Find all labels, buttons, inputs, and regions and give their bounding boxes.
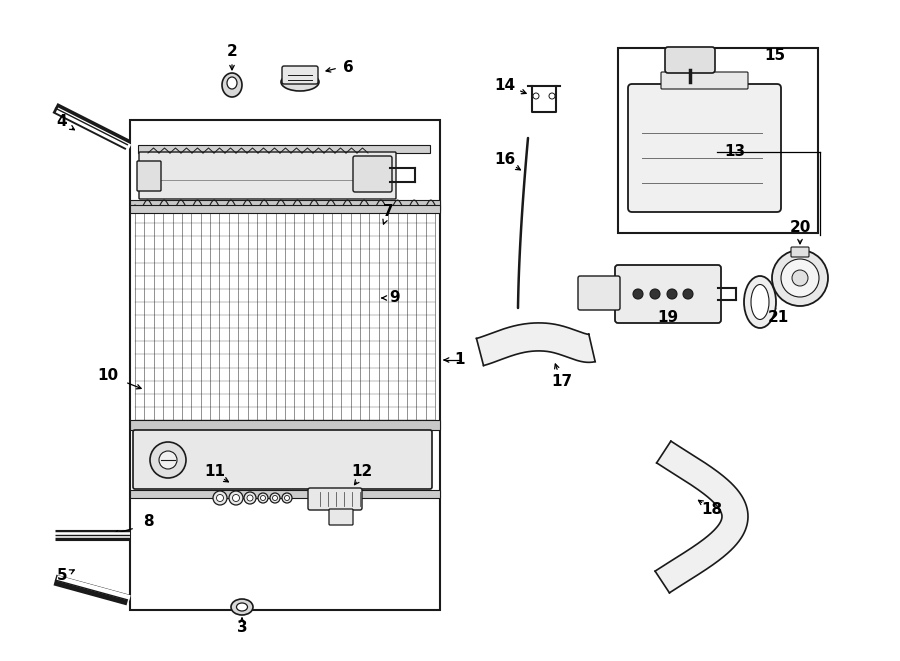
Text: 13: 13 <box>724 145 745 159</box>
Ellipse shape <box>281 73 319 91</box>
Circle shape <box>213 491 227 505</box>
Circle shape <box>533 93 539 99</box>
Circle shape <box>244 492 256 504</box>
Text: 4: 4 <box>57 114 68 130</box>
Circle shape <box>260 496 265 500</box>
Text: 21: 21 <box>768 311 788 325</box>
Circle shape <box>258 493 268 503</box>
Circle shape <box>650 289 660 299</box>
Text: 3: 3 <box>237 621 248 635</box>
Text: 12: 12 <box>351 465 373 479</box>
Circle shape <box>282 493 292 503</box>
Text: 9: 9 <box>390 290 400 305</box>
Text: 7: 7 <box>382 204 393 219</box>
Circle shape <box>633 289 643 299</box>
Circle shape <box>232 494 239 502</box>
Bar <box>130 205 440 213</box>
Ellipse shape <box>237 603 248 611</box>
FancyBboxPatch shape <box>329 509 353 525</box>
Text: 14: 14 <box>494 77 516 93</box>
Circle shape <box>792 270 808 286</box>
FancyBboxPatch shape <box>578 276 620 310</box>
FancyBboxPatch shape <box>628 84 781 212</box>
Circle shape <box>273 496 277 500</box>
Circle shape <box>667 289 677 299</box>
Circle shape <box>247 495 253 501</box>
FancyBboxPatch shape <box>282 66 318 84</box>
Circle shape <box>549 93 555 99</box>
Text: 11: 11 <box>204 465 226 479</box>
FancyBboxPatch shape <box>661 72 748 89</box>
FancyBboxPatch shape <box>665 47 715 73</box>
Circle shape <box>683 289 693 299</box>
FancyBboxPatch shape <box>615 265 721 323</box>
Bar <box>130 200 440 210</box>
FancyBboxPatch shape <box>791 247 809 257</box>
Ellipse shape <box>744 276 776 328</box>
Bar <box>618 48 818 233</box>
Ellipse shape <box>231 599 253 615</box>
Text: 8: 8 <box>143 514 153 529</box>
Ellipse shape <box>751 284 769 319</box>
FancyBboxPatch shape <box>137 161 161 191</box>
Text: 20: 20 <box>789 221 811 235</box>
Circle shape <box>229 491 243 505</box>
Text: 2: 2 <box>227 44 238 59</box>
Polygon shape <box>655 441 748 593</box>
Bar <box>130 420 440 430</box>
FancyBboxPatch shape <box>353 156 392 192</box>
Bar <box>138 145 430 153</box>
Polygon shape <box>476 323 595 366</box>
Circle shape <box>217 494 223 502</box>
Bar <box>130 120 440 610</box>
Text: 16: 16 <box>494 153 516 167</box>
Text: 5: 5 <box>57 568 68 582</box>
Ellipse shape <box>222 73 242 97</box>
FancyBboxPatch shape <box>133 430 432 489</box>
Text: 17: 17 <box>552 375 572 389</box>
Circle shape <box>270 493 280 503</box>
Text: 19: 19 <box>657 311 679 325</box>
Circle shape <box>150 442 186 478</box>
Circle shape <box>159 451 177 469</box>
Text: 1: 1 <box>454 352 465 368</box>
Circle shape <box>284 496 290 500</box>
Text: 10: 10 <box>97 368 119 383</box>
Text: 15: 15 <box>764 48 786 63</box>
Text: 6: 6 <box>343 61 354 75</box>
FancyBboxPatch shape <box>308 488 362 510</box>
Text: 18: 18 <box>701 502 723 518</box>
Bar <box>130 490 440 498</box>
Circle shape <box>781 259 819 297</box>
FancyBboxPatch shape <box>139 152 396 199</box>
Ellipse shape <box>227 77 237 89</box>
Circle shape <box>772 250 828 306</box>
